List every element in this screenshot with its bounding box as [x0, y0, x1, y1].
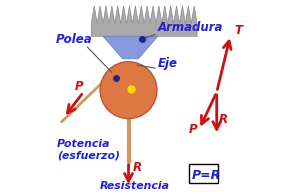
Text: R: R	[219, 113, 228, 126]
Text: Potencia
(esfuerzo): Potencia (esfuerzo)	[57, 139, 120, 161]
Polygon shape	[91, 6, 197, 36]
Text: P: P	[75, 80, 83, 93]
Text: Resistencia: Resistencia	[100, 181, 170, 191]
Circle shape	[100, 62, 157, 119]
Text: Eje: Eje	[158, 57, 178, 70]
FancyBboxPatch shape	[189, 164, 218, 183]
Text: P: P	[188, 123, 197, 136]
Text: P=R: P=R	[192, 169, 221, 182]
Text: Armadura: Armadura	[158, 21, 223, 34]
Polygon shape	[103, 36, 158, 59]
Text: R: R	[132, 161, 141, 173]
Text: T: T	[234, 24, 242, 37]
Text: Polea: Polea	[56, 33, 93, 46]
